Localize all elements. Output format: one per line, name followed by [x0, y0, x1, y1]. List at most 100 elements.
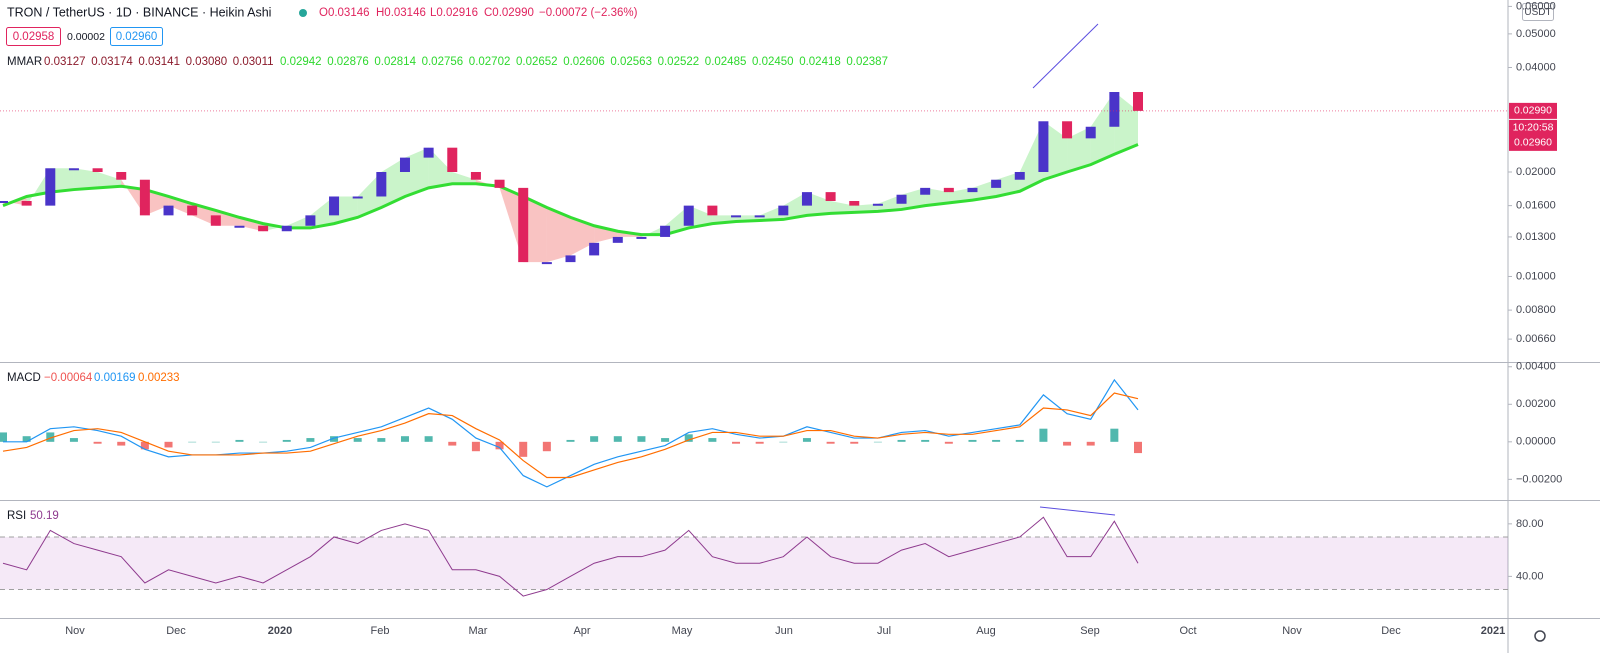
- spread: 0.00002: [67, 31, 105, 43]
- mmar-ribbon: [1019, 121, 1044, 192]
- histogram-bar: [495, 441, 504, 450]
- candle: [210, 215, 221, 226]
- histogram-bar: [1134, 441, 1142, 454]
- price-tag-label: 0.02960: [1514, 137, 1552, 149]
- histogram-bar: [377, 438, 386, 442]
- histogram-bar: [448, 441, 457, 446]
- mmar-value: 0.02418: [799, 56, 841, 68]
- mmar-ribbon: [168, 196, 193, 216]
- mmar-ribbon: [948, 187, 973, 203]
- candle: [187, 205, 198, 216]
- trend-line[interactable]: [1032, 23, 1099, 89]
- candle: [920, 187, 931, 195]
- mmar-value: 0.03141: [138, 56, 180, 68]
- macd-value: 0.00169: [94, 372, 136, 384]
- histogram-bar: [921, 439, 930, 442]
- candle: [163, 205, 174, 216]
- candle: [1109, 92, 1120, 127]
- ohlc-low: L0.02916: [430, 7, 478, 19]
- time-label: Mar: [469, 625, 488, 637]
- indicator-name: MACD: [7, 372, 41, 384]
- candle: [778, 205, 789, 216]
- y-tick-label: 0.00400: [1516, 361, 1556, 373]
- price-tag-label: 10:20:58: [1513, 122, 1554, 134]
- settings-icon[interactable]: [1534, 630, 1546, 642]
- mmar-value: 0.02485: [705, 56, 747, 68]
- mmar-ribbon: [50, 168, 74, 193]
- currency[interactable]: USDT: [1524, 7, 1551, 18]
- time-label: Feb: [371, 625, 390, 637]
- mmar-ribbon: [1090, 92, 1115, 165]
- candle: [329, 196, 340, 216]
- y-tick-label: 0.00200: [1516, 398, 1556, 410]
- candle: [967, 187, 978, 193]
- candle: [541, 262, 552, 265]
- y-tick-label: 0.05000: [1516, 28, 1556, 40]
- currency-button[interactable]: [1522, 3, 1554, 21]
- candle: [636, 236, 647, 239]
- mmar-value: 0.03174: [91, 56, 133, 68]
- trend-line[interactable]: [1039, 506, 1116, 516]
- buy-price[interactable]: 0.02960: [116, 31, 158, 43]
- market-status: [299, 9, 307, 17]
- macd-value: −0.00064: [44, 372, 93, 384]
- histogram-bar: [850, 441, 859, 444]
- buy-button[interactable]: [110, 27, 163, 46]
- mmar-ribbon: [73, 168, 98, 190]
- candle: [139, 179, 150, 216]
- candle: [849, 200, 860, 206]
- candle: [21, 200, 32, 206]
- candle: [447, 147, 458, 172]
- macd-line: [2, 392, 1139, 479]
- mmar-ribbon: [1114, 92, 1138, 155]
- candle: [896, 194, 907, 204]
- mmar-value: 0.02756: [422, 56, 464, 68]
- mmar-ribbon: [1043, 121, 1068, 180]
- candle: [494, 179, 505, 188]
- candle: [352, 196, 363, 199]
- mmar-ribbon: [806, 192, 831, 216]
- candle: [1038, 121, 1049, 172]
- settings-gear[interactable]: [1534, 630, 1546, 642]
- mmar-ribbon: [570, 217, 595, 256]
- histogram-bar: [282, 439, 291, 442]
- symbol-title[interactable]: TRON / TetherUS · 1D · BINANCE · Heikin …: [7, 5, 271, 19]
- histogram-bar: [1015, 439, 1024, 442]
- mmar-ribbon: [925, 187, 949, 206]
- time-label: Dec: [166, 625, 186, 637]
- candle: [565, 255, 576, 263]
- y-tick-label: 80.00: [1516, 518, 1544, 530]
- histogram-bar: [944, 441, 953, 444]
- time-label: 2021: [1481, 625, 1505, 637]
- histogram-bar: [519, 441, 528, 457]
- histogram-bar: [1086, 441, 1095, 446]
- histogram-bar: [1063, 441, 1072, 446]
- candle: [1014, 171, 1025, 180]
- candle: [1085, 126, 1096, 139]
- histogram-bar: [424, 436, 433, 442]
- candle: [45, 168, 56, 206]
- mmar-ribbon: [121, 179, 145, 216]
- time-label: Dec: [1381, 625, 1401, 637]
- candle: [68, 168, 79, 171]
- time-label: May: [672, 625, 693, 637]
- histogram-bar: [755, 441, 764, 444]
- mmar-ribbon: [404, 147, 429, 197]
- sell-button[interactable]: [6, 27, 61, 46]
- candle: [258, 225, 269, 232]
- time-label: Jul: [877, 625, 891, 637]
- histogram-bar: [637, 436, 646, 442]
- mmar-value: 0.03011: [233, 56, 274, 68]
- sell-price[interactable]: 0.02958: [13, 31, 55, 43]
- time-label: 2020: [268, 625, 292, 637]
- mmar-value: 0.02652: [516, 56, 558, 68]
- mmar-ribbon: [26, 168, 51, 206]
- candle: [754, 215, 765, 218]
- candle: [92, 168, 103, 172]
- histogram-bar: [873, 441, 882, 443]
- histogram-bar: [188, 441, 197, 443]
- histogram-bar: [613, 436, 622, 442]
- candle: [872, 203, 883, 206]
